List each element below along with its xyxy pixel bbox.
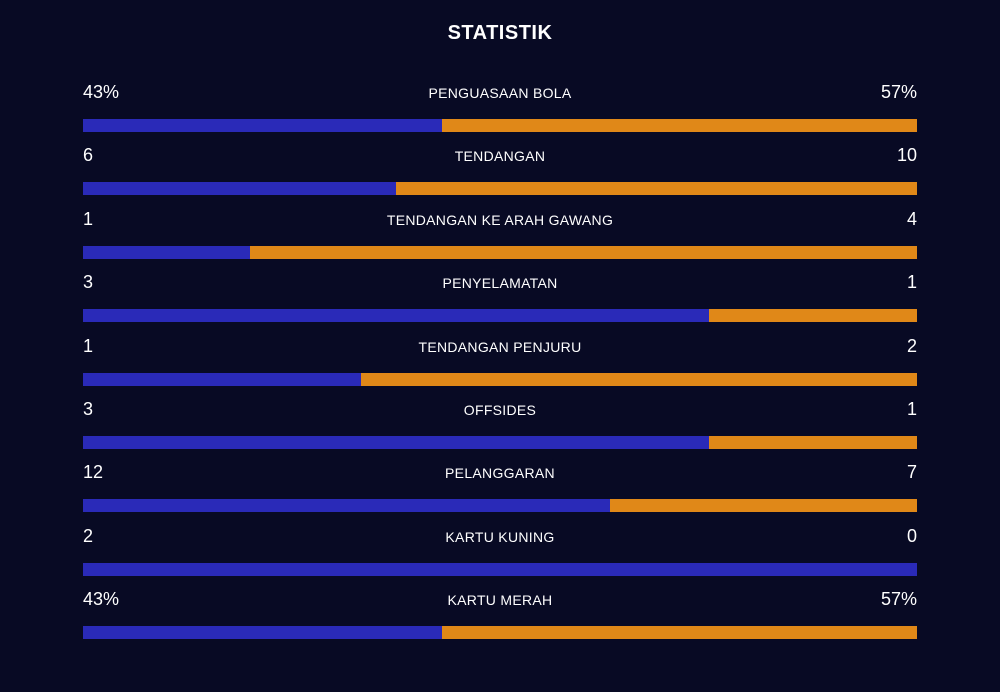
stat-label: KARTU MERAH <box>447 592 553 609</box>
home-value: 6 <box>83 145 94 166</box>
stat-header: 2 KARTU KUNING 0 <box>83 524 917 552</box>
stat-row-shots-on-target: 1 TENDANGAN KE ARAH GAWANG 4 <box>83 207 917 270</box>
comparison-bar <box>83 119 917 132</box>
stat-row-fouls: 12 PELANGGARAN 7 <box>83 460 917 523</box>
home-bar-fill <box>83 245 250 259</box>
away-bar-fill <box>610 499 917 513</box>
away-bar-fill <box>395 182 917 196</box>
comparison-bar <box>83 182 917 196</box>
stat-header: 43% PENGUASAAN BOLA 57% <box>83 80 917 108</box>
home-value: 1 <box>83 208 94 229</box>
away-bar-fill <box>249 245 917 259</box>
comparison-bar <box>83 309 917 323</box>
home-bar-fill <box>83 499 611 513</box>
stat-header: 12 PELANGGARAN 7 <box>83 460 917 488</box>
stat-header: 3 PENYELAMATAN 1 <box>83 270 917 298</box>
comparison-bar <box>83 372 917 386</box>
comparison-bar <box>83 245 917 259</box>
home-bar-fill <box>83 182 396 196</box>
home-value: 2 <box>83 525 94 546</box>
stat-row-corners: 1 TENDANGAN PENJURU 2 <box>83 334 917 397</box>
stat-label: PELANGGARAN <box>445 465 555 482</box>
comparison-bar <box>83 562 917 576</box>
home-value: 3 <box>83 272 94 293</box>
home-value: 1 <box>83 335 94 356</box>
stat-label: KARTU KUNING <box>445 528 555 545</box>
home-bar-fill <box>83 435 709 449</box>
stat-header: 1 TENDANGAN KE ARAH GAWANG 4 <box>83 207 917 235</box>
away-value: 1 <box>906 272 917 293</box>
home-bar-fill <box>83 309 709 323</box>
stat-row-shots: 6 TENDANGAN 10 <box>83 143 917 206</box>
home-value: 43% <box>83 82 120 102</box>
stat-label: TENDANGAN KE ARAH GAWANG <box>386 211 614 228</box>
away-bar-fill <box>441 626 917 640</box>
stat-label: OFFSIDES <box>463 401 537 418</box>
away-value: 1 <box>906 398 917 419</box>
comparison-bar <box>83 626 917 640</box>
stat-header: 6 TENDANGAN 10 <box>83 143 917 171</box>
stat-label: TENDANGAN PENJURU <box>418 338 582 355</box>
home-bar-fill <box>83 626 442 640</box>
stat-label: TENDANGAN <box>454 148 546 165</box>
stat-header: 1 TENDANGAN PENJURU 2 <box>83 334 917 362</box>
away-value: 57% <box>880 589 917 610</box>
away-value: 2 <box>906 335 917 356</box>
home-value: 3 <box>83 398 94 419</box>
stat-label: PENYELAMATAN <box>442 275 558 292</box>
stats-list: 43% PENGUASAAN BOLA 57% 6 TENDANGAN 10 1… <box>83 80 917 651</box>
away-value: 0 <box>906 525 917 546</box>
stat-row-saves: 3 PENYELAMATAN 1 <box>83 270 917 333</box>
home-bar-fill <box>83 562 917 576</box>
home-bar-fill <box>83 372 361 386</box>
stat-row-red-cards: 43% KARTU MERAH 57% <box>83 587 917 650</box>
comparison-bar <box>83 499 917 513</box>
away-value: 7 <box>906 462 917 483</box>
stat-header: 43% KARTU MERAH 57% <box>83 587 917 615</box>
comparison-bar <box>83 435 917 449</box>
home-bar-fill <box>83 119 442 132</box>
stat-label: PENGUASAAN BOLA <box>428 85 572 101</box>
page-title: STATISTIK <box>447 22 553 44</box>
stat-header: 3 OFFSIDES 1 <box>83 397 917 425</box>
away-bar-fill <box>441 119 917 132</box>
away-value: 57% <box>880 82 917 102</box>
away-value: 4 <box>906 208 917 229</box>
away-bar-fill <box>360 372 917 386</box>
home-value: 12 <box>83 462 104 483</box>
away-bar-fill <box>708 309 917 323</box>
stat-row-yellow-cards: 2 KARTU KUNING 0 <box>83 524 917 587</box>
away-bar-fill <box>708 435 917 449</box>
stat-row-possession: 43% PENGUASAAN BOLA 57% <box>83 80 917 143</box>
home-value: 43% <box>83 589 120 610</box>
stat-row-offsides: 3 OFFSIDES 1 <box>83 397 917 460</box>
away-value: 10 <box>896 145 917 166</box>
